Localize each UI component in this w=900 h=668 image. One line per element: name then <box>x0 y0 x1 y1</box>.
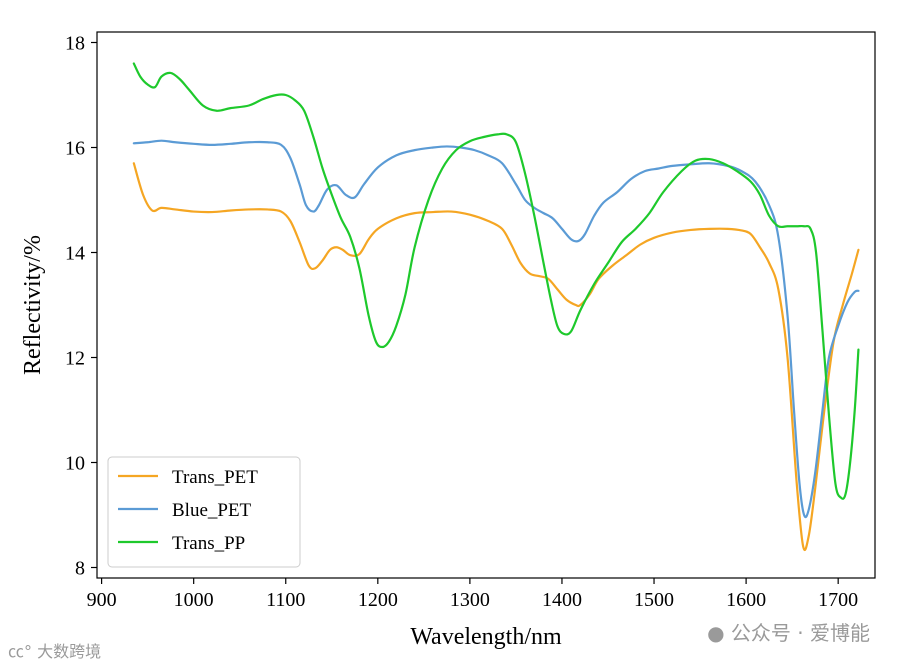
y-axis-label: Reflectivity/% <box>20 235 46 375</box>
watermark-left: ㏄° 大数跨境 <box>8 638 101 662</box>
x-tick-label: 1000 <box>174 589 214 611</box>
legend-box <box>107 456 301 568</box>
x-tick-label: 1300 <box>450 589 490 611</box>
plot-frame <box>96 31 876 579</box>
series-line-trans-pp <box>132 62 860 500</box>
legend-label-trans-pet: Trans_PET <box>172 467 258 488</box>
x-tick-label: 1200 <box>358 589 398 611</box>
watermark-left-text: 大数跨境 <box>37 642 102 661</box>
x-tick-label: 1700 <box>818 589 858 611</box>
y-tick-label: 16 <box>65 138 85 160</box>
watermark-logo-icon: ㏄° <box>8 642 33 661</box>
x-tick-label: 900 <box>87 589 117 611</box>
legend-label-blue-pet: Blue_PET <box>172 500 252 521</box>
x-tick-label: 1100 <box>266 589 305 611</box>
y-tick-label: 14 <box>65 243 85 265</box>
series-layer <box>132 62 860 552</box>
y-tick-label: 8 <box>75 558 85 580</box>
x-axis: 900 1000 1100 1200 1300 1400 1500 1600 1700 <box>87 578 858 611</box>
x-tick-label: 1500 <box>634 589 674 611</box>
legend-label-trans-pp: Trans_PP <box>172 533 245 554</box>
x-tick-label: 1400 <box>542 589 582 611</box>
series-line-blue-pet <box>132 139 860 519</box>
y-tick-label: 12 <box>65 348 85 370</box>
y-tick-label: 10 <box>65 453 85 475</box>
series-line-trans-pet <box>132 162 860 552</box>
watermark-right-text: 公众号 · 爱博能 <box>730 621 870 645</box>
y-axis: 8 10 12 14 16 18 <box>65 33 97 580</box>
x-tick-label: 1600 <box>726 589 766 611</box>
x-axis-label: Wavelength/nm <box>410 624 562 650</box>
y-tick-label: 18 <box>65 33 85 55</box>
watermark-right: ● 公众号 · 爱博能 <box>707 617 870 646</box>
legend: Trans_PET Blue_PET Trans_PP <box>107 456 301 568</box>
wechat-icon: ● <box>707 621 725 645</box>
